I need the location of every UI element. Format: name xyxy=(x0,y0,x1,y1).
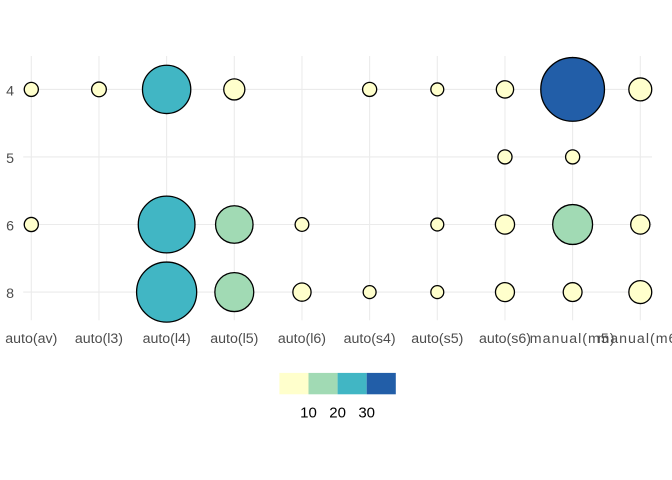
svg-text:5: 5 xyxy=(6,151,14,167)
svg-text:auto(l3): auto(l3) xyxy=(75,331,123,347)
svg-text:4: 4 xyxy=(6,84,14,100)
svg-text:auto(l4): auto(l4) xyxy=(143,331,191,347)
svg-text:auto(l5): auto(l5) xyxy=(210,331,258,347)
svg-text:manual(m6): manual(m6) xyxy=(597,331,672,347)
svg-text:auto(s5): auto(s5) xyxy=(411,331,463,347)
svg-text:auto(av): auto(av) xyxy=(5,331,57,347)
svg-text:auto(s6): auto(s6) xyxy=(479,331,531,347)
svg-text:8: 8 xyxy=(6,286,14,302)
svg-text:30: 30 xyxy=(358,405,375,422)
svg-text:manual(m5): manual(m5) xyxy=(530,331,616,347)
svg-text:20: 20 xyxy=(329,405,346,422)
svg-text:6: 6 xyxy=(6,219,14,235)
svg-text:auto(s4): auto(s4) xyxy=(344,331,396,347)
svg-text:10: 10 xyxy=(300,405,317,422)
svg-text:auto(l6): auto(l6) xyxy=(278,331,326,347)
